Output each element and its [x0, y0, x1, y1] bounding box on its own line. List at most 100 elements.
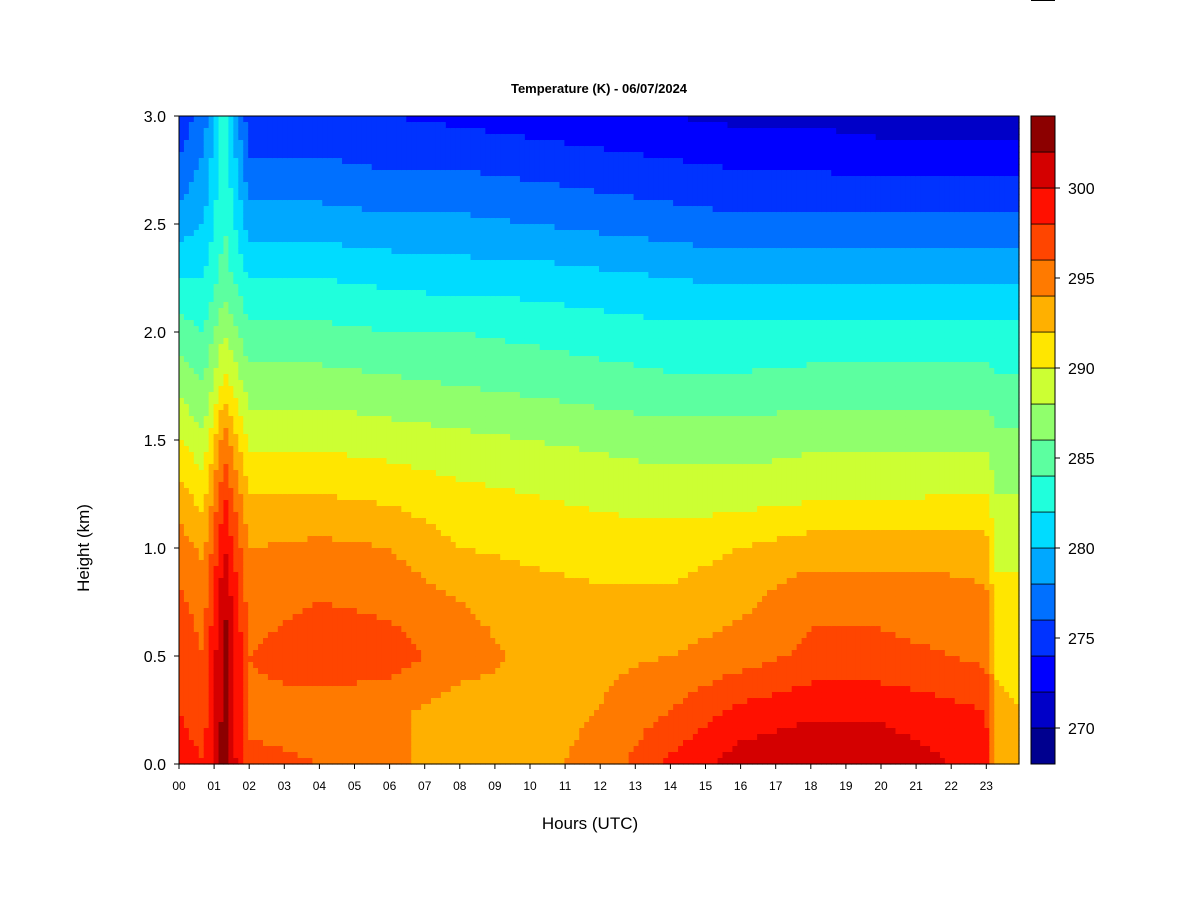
heatmap-cell — [213, 236, 220, 243]
heatmap-cell — [381, 530, 388, 537]
heatmap-cell — [361, 416, 368, 423]
heatmap-cell — [193, 314, 200, 321]
heatmap-cell — [258, 266, 264, 273]
heatmap-cell — [351, 224, 358, 231]
heatmap-cell — [263, 686, 269, 693]
heatmap-cell — [277, 422, 284, 429]
heatmap-cell — [223, 458, 230, 465]
heatmap-cell — [356, 692, 363, 699]
heatmap-cell — [233, 296, 239, 303]
heatmap-cell — [371, 362, 378, 369]
heatmap-cell — [213, 584, 220, 591]
heatmap-cell — [396, 728, 402, 735]
heatmap-cell — [218, 176, 225, 183]
heatmap-cell — [342, 566, 348, 573]
heatmap-cell — [272, 176, 279, 183]
heatmap-cell — [366, 392, 373, 399]
heatmap-cell — [332, 380, 338, 387]
heatmap-cell — [376, 398, 383, 405]
heatmap-cell — [351, 404, 358, 411]
heatmap-cell — [347, 704, 353, 711]
heatmap-cell — [297, 218, 304, 225]
heatmap-cell — [356, 752, 363, 759]
heatmap-cell — [391, 668, 398, 675]
heatmap-cell — [282, 572, 289, 579]
heatmap-cell — [248, 218, 254, 225]
heatmap-cell — [386, 446, 393, 453]
heatmap-cell — [263, 440, 269, 447]
heatmap-cell — [302, 470, 309, 477]
heatmap-cell — [381, 152, 388, 159]
heatmap-cell — [277, 308, 284, 315]
heatmap-cell — [267, 488, 274, 495]
heatmap-cell — [371, 398, 378, 405]
heatmap-cell — [218, 416, 225, 423]
heatmap-cell — [267, 368, 274, 375]
heatmap-cell — [322, 404, 328, 411]
heatmap-cell — [342, 620, 348, 627]
heatmap-cell — [312, 434, 318, 441]
heatmap-cell — [391, 578, 398, 585]
heatmap-cell — [297, 398, 304, 405]
heatmap-cell — [366, 338, 373, 345]
heatmap-cell — [302, 746, 309, 753]
heatmap-cell — [347, 572, 353, 579]
heatmap-cell — [198, 758, 205, 765]
heatmap-cell — [183, 194, 190, 201]
heatmap-cell — [381, 416, 388, 423]
heatmap-cell — [248, 386, 254, 393]
heatmap-cell — [223, 116, 230, 123]
heatmap-cell — [401, 266, 407, 273]
heatmap-cell — [302, 530, 309, 537]
heatmap-cell — [263, 710, 269, 717]
heatmap-cell — [361, 608, 368, 615]
heatmap-cell — [406, 272, 412, 279]
heatmap-cell — [193, 224, 200, 231]
heatmap-cell — [347, 308, 353, 315]
heatmap-cell — [188, 566, 195, 573]
heatmap-cell — [376, 320, 383, 327]
heatmap-cell — [179, 290, 185, 297]
heatmap-cell — [307, 296, 314, 303]
heatmap-cell — [381, 284, 388, 291]
heatmap-cell — [337, 128, 343, 135]
heatmap-cell — [322, 218, 328, 225]
heatmap-cell — [228, 140, 234, 147]
heatmap-cell — [188, 278, 195, 285]
heatmap-cell — [386, 332, 393, 339]
heatmap-cell — [198, 578, 205, 585]
heatmap-cell — [292, 338, 299, 345]
heatmap-cell — [361, 554, 368, 561]
heatmap-cell — [297, 656, 304, 663]
heatmap-cell — [342, 368, 348, 375]
heatmap-cell — [198, 218, 205, 225]
heatmap-cell — [179, 662, 185, 669]
heatmap-cell — [302, 392, 309, 399]
heatmap-cell — [253, 542, 259, 549]
heatmap-cell — [179, 740, 185, 747]
heatmap-cell — [312, 176, 318, 183]
heatmap-cell — [351, 194, 358, 201]
heatmap-cell — [258, 704, 264, 711]
heatmap-cell — [302, 398, 309, 405]
heatmap-cell — [248, 584, 254, 591]
heatmap-cell — [396, 272, 402, 279]
heatmap-cell — [193, 698, 200, 705]
heatmap-cell — [342, 416, 348, 423]
heatmap-cell — [322, 698, 328, 705]
heatmap-cell — [198, 410, 205, 417]
heatmap-cell — [332, 422, 338, 429]
heatmap-cell — [267, 272, 274, 279]
heatmap-cell — [282, 680, 289, 687]
heatmap-cell — [258, 620, 264, 627]
heatmap-cell — [396, 560, 402, 567]
heatmap-cell — [233, 368, 239, 375]
heatmap-cell — [263, 512, 269, 519]
heatmap-cell — [371, 278, 378, 285]
heatmap-cell — [312, 596, 318, 603]
heatmap-cell — [317, 536, 323, 543]
heatmap-cell — [218, 344, 225, 351]
heatmap-cell — [282, 650, 289, 657]
heatmap-cell — [401, 482, 407, 489]
heatmap-cell — [302, 674, 309, 681]
